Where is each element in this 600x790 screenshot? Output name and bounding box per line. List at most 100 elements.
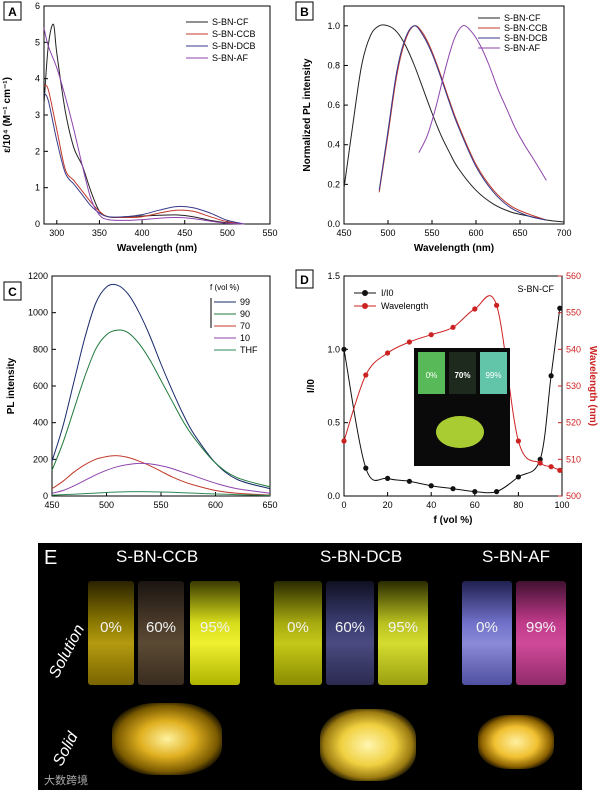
y-tick-label: 6 (35, 1, 40, 11)
vial-ccb-60: 60% (138, 581, 184, 685)
panel-letter: A (8, 5, 17, 19)
data-point (385, 350, 391, 356)
x-tick-label: 600 (208, 500, 223, 510)
vial-label: 99% (525, 619, 557, 636)
x-tick-label: 650 (262, 500, 277, 510)
x-tick-label: 600 (468, 228, 483, 238)
panel-b: B 450 500 550 600 650 700 0.0 0.2 0.4 0.6 0.8 1.0 Wav… (292, 0, 592, 265)
row-label-solid: Solid (50, 729, 82, 769)
series-line (43, 27, 245, 225)
x-tick-label: 40 (426, 500, 436, 510)
panel-label-e: E (44, 547, 58, 569)
y-right-tick-label: 520 (566, 418, 581, 428)
y-tick-label: 800 (33, 344, 48, 354)
panel-letter-box (3, 1, 22, 21)
series-line (43, 84, 245, 225)
legend-marker (362, 303, 368, 309)
x-axis-label: Wavelength (nm) (117, 243, 197, 254)
data-point (557, 467, 563, 473)
data-point (472, 306, 478, 312)
y-tick-label: 0 (43, 491, 48, 501)
x-tick-label: 350 (92, 228, 107, 238)
x-tick-label: 20 (383, 500, 393, 510)
legend-label: THF (240, 345, 258, 355)
solid-ccb (112, 703, 222, 775)
series-line (51, 283, 271, 490)
legend-marker (362, 290, 368, 296)
vial-label: 95% (387, 619, 419, 636)
data-point (428, 483, 434, 489)
solid-af (478, 715, 554, 769)
data-point (406, 478, 412, 484)
chart-a: A 300 350 400 450 500 550 0 1 2 3 4 5 6 Wavelength (nm… (2, 1, 278, 254)
y-tick-label: 5 (35, 37, 40, 47)
chart-d: D 0 20 40 60 80 100 0.0 0.5 1.0 1.5 f (vol %) I/I0 50… (295, 269, 598, 526)
y-tick-label: 0.0 (327, 491, 340, 501)
data-point (537, 460, 543, 466)
legend-label: S-BN-CF (212, 17, 249, 27)
data-point (406, 339, 412, 345)
y-right-axis-label: Wavelength (nm) (587, 346, 598, 426)
inset-vial (449, 352, 476, 394)
series-line (418, 25, 547, 181)
title-dcb: S-BN-DCB (320, 547, 403, 566)
series-line (43, 92, 245, 225)
vial-ccb-95: 95% (190, 581, 240, 685)
inset-vial (480, 352, 507, 394)
data-point (472, 489, 478, 495)
data-point (341, 346, 347, 352)
legend-label: S-BN-CF (504, 13, 541, 23)
x-tick-label: 550 (153, 500, 168, 510)
y-tick-label: 0.8 (327, 60, 340, 70)
y-tick-label: 4 (35, 74, 40, 84)
y-tick-label: 400 (33, 418, 48, 428)
x-axis-label: Wavelength (nm) (414, 243, 494, 254)
vial-ccb-0: 0% (88, 581, 134, 685)
legend-label: I/I0 (381, 288, 394, 298)
y-tick-label: 2 (35, 146, 40, 156)
y-axis-label: Normalized PL intensity (302, 58, 313, 172)
data-point (557, 305, 563, 311)
panel-letter-box (295, 1, 314, 21)
x-tick-label: 700 (556, 228, 571, 238)
vial-label: 60% (145, 619, 177, 636)
data-point (341, 438, 347, 444)
y-right-tick-label: 540 (566, 344, 581, 354)
y-tick-label: 1.0 (327, 344, 340, 354)
data-point (515, 438, 521, 444)
x-tick-label: 500 (380, 228, 395, 238)
y-right-tick-label: 560 (566, 271, 581, 281)
legend-label: S-BN-DCB (504, 33, 548, 43)
y-tick-label: 0.6 (327, 100, 340, 110)
vial-label: 0% (476, 619, 498, 636)
legend-label: S-BN-AF (212, 53, 249, 63)
panel-d: D 0 20 40 60 80 100 0.0 0.5 1.0 1.5 f (vol %) I/I0 50… (292, 268, 598, 536)
legend-label: Wavelength (381, 301, 428, 311)
data-point (450, 486, 456, 492)
legend-label: S-BN-AF (504, 43, 541, 53)
solid-dcb (320, 709, 416, 781)
vial-label: 0% (287, 619, 309, 636)
data-point (428, 332, 434, 338)
x-tick-label: 500 (220, 228, 235, 238)
x-tick-label: 60 (470, 500, 480, 510)
x-tick-label: 0 (341, 500, 346, 510)
data-point (363, 372, 369, 378)
legend-label: 90 (240, 309, 250, 319)
series-line (343, 24, 565, 223)
watermark: 大数跨境 (44, 775, 88, 787)
y-tick-label: 0.4 (327, 140, 340, 150)
y-tick-label: 1200 (28, 271, 48, 281)
panel-letter: B (300, 5, 309, 19)
x-tick-label: 80 (513, 500, 523, 510)
y-axis-label: ε/10⁴ (M⁻¹ cm⁻¹) (2, 77, 13, 153)
data-point (494, 489, 500, 495)
panel-letter: C (8, 285, 17, 299)
vial-dcb-60: 60% (326, 581, 374, 685)
y-tick-label: 0 (35, 219, 40, 229)
y-tick-label: 0.0 (327, 219, 340, 229)
vial-label: 60% (334, 619, 366, 636)
title-ccb: S-BN-CCB (116, 547, 199, 566)
x-tick-label: 400 (135, 228, 150, 238)
y-tick-label: 0.2 (327, 179, 340, 189)
